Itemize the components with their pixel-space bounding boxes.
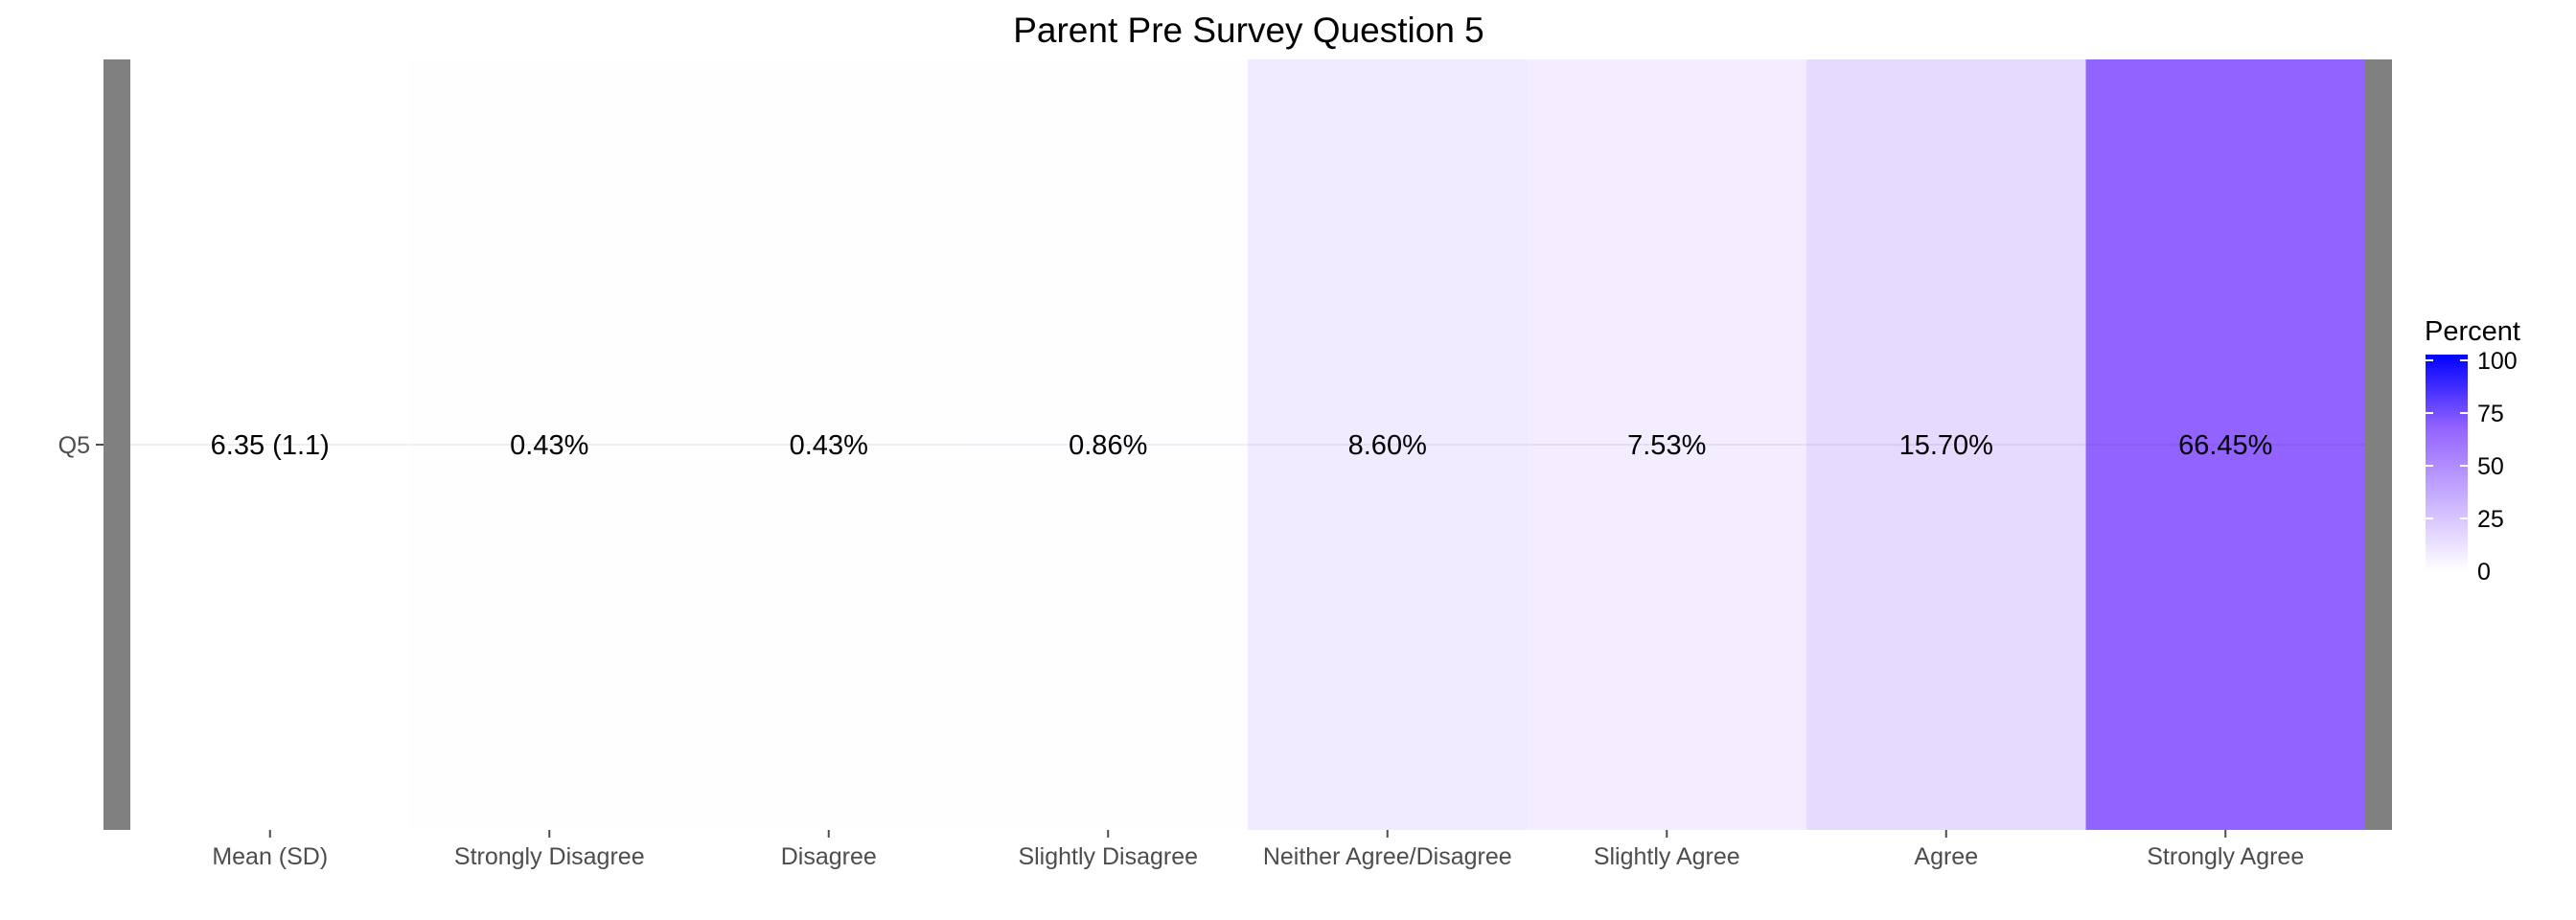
x-tick-label-4: Neither Agree/Disagree	[1263, 843, 1512, 870]
heat-cell-7	[2085, 59, 2365, 830]
x-tick-label-0: Mean (SD)	[212, 843, 328, 870]
legend-tick-label-1: 75	[2477, 401, 2504, 427]
heat-cell-3	[968, 59, 1248, 830]
legend-tick-label-0: 100	[2477, 348, 2518, 375]
cell-label-7: 66.45%	[2178, 430, 2272, 461]
heat-cell-1	[409, 59, 689, 830]
x-tick-label-1: Strongly Disagree	[454, 843, 645, 870]
cell-label-2: 0.43%	[790, 430, 868, 461]
legend-title: Percent	[2425, 316, 2520, 347]
chart-title: Parent Pre Survey Question 5	[1013, 11, 1484, 50]
y-tick-label: Q5	[58, 432, 90, 459]
x-tick-label-6: Agree	[1914, 843, 1978, 870]
heat-cell-6	[1806, 59, 2086, 830]
legend-colorbar	[2426, 355, 2468, 571]
x-tick-label-2: Disagree	[781, 843, 877, 870]
right-frame-bar	[2365, 59, 2392, 830]
cell-label-1: 0.43%	[510, 430, 588, 461]
cell-label-3: 0.86%	[1069, 430, 1147, 461]
heat-cell-0	[130, 59, 410, 830]
cell-label-4: 8.60%	[1348, 430, 1427, 461]
x-tick-label-3: Slightly Disagree	[1018, 843, 1198, 870]
left-frame-bar	[104, 59, 130, 830]
heat-cell-4	[1248, 59, 1528, 830]
legend: Percent 100 75 50 25 0	[2425, 316, 2520, 586]
legend-tick-label-2: 50	[2477, 453, 2504, 480]
plot-area: 6.35 (1.1) 0.43% 0.43% 0.86% 8.60% 7.53% 15.70…	[58, 59, 2392, 870]
cell-label-6: 15.70%	[1899, 430, 1993, 461]
x-tick-label-7: Strongly Agree	[2147, 843, 2304, 870]
legend-tick-label-4: 0	[2477, 559, 2491, 586]
heat-cell-5	[1527, 59, 1806, 830]
cell-label-5: 7.53%	[1627, 430, 1706, 461]
cell-label-0: 6.35 (1.1)	[211, 430, 330, 461]
x-tick-label-5: Slightly Agree	[1594, 843, 1740, 870]
heat-cell-2	[689, 59, 969, 830]
legend-tick-label-3: 25	[2477, 506, 2504, 533]
